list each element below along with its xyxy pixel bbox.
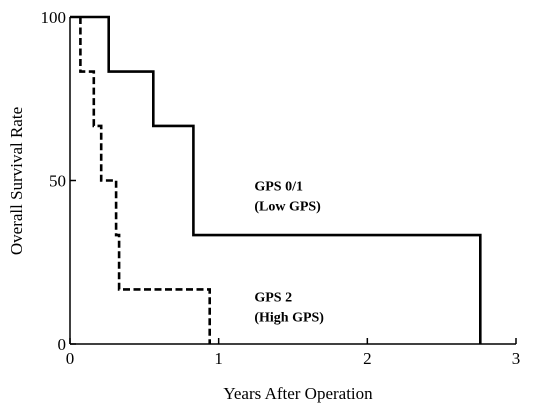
annotation-line: GPS 2: [254, 290, 292, 305]
y-tick-label: 50: [49, 172, 66, 191]
x-axis-label: Years After Operation: [223, 384, 373, 403]
annotation-line: (Low GPS): [254, 199, 321, 214]
annotations-group: GPS 0/1 (Low GPS) GPS 2 (High GPS): [254, 179, 324, 325]
x-tick-label: 1: [214, 349, 223, 368]
series-line-high-gps: [79, 17, 211, 344]
x-tick-label: 3: [512, 349, 521, 368]
annotation-high-gps: GPS 2 (High GPS): [254, 290, 324, 325]
series-group: [70, 15, 482, 344]
labels-group: Years After Operation Overall Survival R…: [7, 107, 373, 403]
annotation-low-gps: GPS 0/1 (Low GPS): [254, 179, 321, 214]
y-axis-label: Overall Survival Rate: [7, 107, 26, 255]
x-tick-label: 2: [363, 349, 372, 368]
y-tick-label: 0: [58, 335, 67, 354]
y-tick-label: 100: [41, 8, 67, 27]
axes: 0 1 2 3 0 50 100: [41, 8, 521, 368]
annotation-line: (High GPS): [254, 310, 324, 325]
x-tick-label: 0: [66, 349, 75, 368]
series-line-low-gps: [70, 15, 482, 344]
annotation-line: GPS 0/1: [254, 179, 303, 194]
